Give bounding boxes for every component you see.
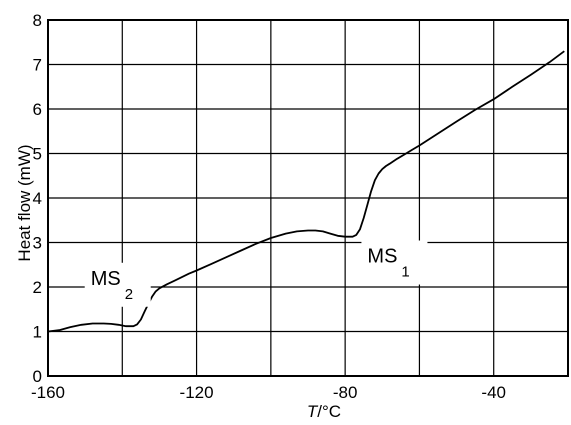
y-tick-label: 7 bbox=[33, 56, 42, 75]
grid-lines bbox=[48, 20, 568, 376]
y-tick-label: 8 bbox=[33, 11, 42, 30]
annotation-subscript: 2 bbox=[125, 286, 133, 303]
y-tick-label: 5 bbox=[33, 145, 42, 164]
plot-frame bbox=[47, 19, 569, 377]
annotation-subscript: 1 bbox=[401, 264, 409, 281]
x-tick-label: -40 bbox=[481, 383, 506, 402]
y-tick-label: 2 bbox=[33, 278, 42, 297]
series-layer bbox=[47, 50, 565, 333]
x-tick-label: -120 bbox=[180, 383, 214, 402]
y-tick-label: 4 bbox=[33, 189, 42, 208]
x-axis-label-symbol: T bbox=[307, 402, 319, 421]
y-tick-label: 6 bbox=[33, 100, 42, 119]
y-tick-label: 0 bbox=[33, 367, 42, 386]
annotation-label: MS bbox=[367, 246, 397, 268]
annotation-label: MS bbox=[91, 268, 121, 290]
tick-labels: 0 1 2 3 4 5 6 7 8 -160 -120 -80 -40 bbox=[31, 11, 506, 402]
annotation-background bbox=[361, 240, 428, 285]
y-tick-label: 1 bbox=[33, 323, 42, 342]
annotation-background bbox=[84, 262, 151, 307]
x-tick-label: -80 bbox=[333, 383, 358, 402]
x-axis-label: T/°C bbox=[307, 402, 341, 421]
x-axis-label-unit: /°C bbox=[317, 402, 341, 421]
x-tick-label: -160 bbox=[31, 383, 65, 402]
y-tick-label: 3 bbox=[33, 234, 42, 253]
heat-flow-line bbox=[47, 50, 565, 333]
y-axis-label: Heat flow (mW) bbox=[15, 144, 34, 261]
